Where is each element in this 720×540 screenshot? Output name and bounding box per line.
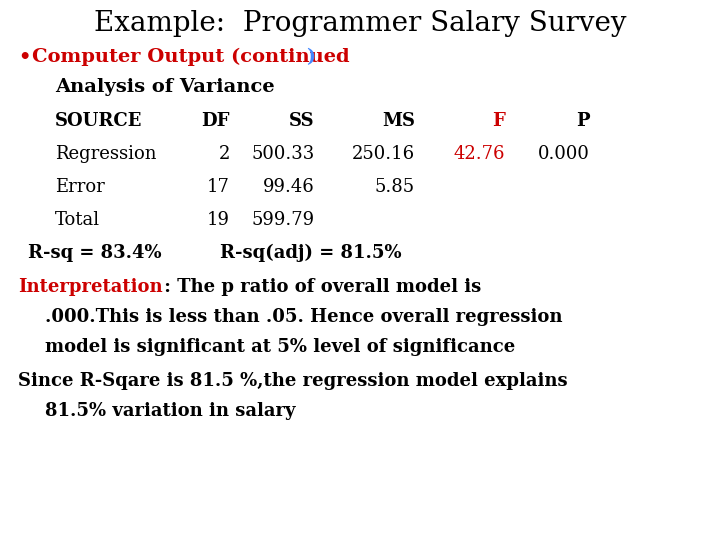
- Text: Error: Error: [55, 178, 104, 196]
- Text: model is significant at 5% level of significance: model is significant at 5% level of sign…: [45, 338, 516, 356]
- Text: R-sq = 83.4%: R-sq = 83.4%: [28, 244, 161, 262]
- Text: SOURCE: SOURCE: [55, 112, 143, 130]
- Text: P: P: [577, 112, 590, 130]
- Text: 42.76: 42.76: [454, 145, 505, 163]
- Text: Analysis of Variance: Analysis of Variance: [55, 78, 274, 96]
- Text: 5.85: 5.85: [375, 178, 415, 196]
- Text: 99.46: 99.46: [264, 178, 315, 196]
- Text: : The p ratio of overall model is: : The p ratio of overall model is: [158, 278, 481, 296]
- Text: .000.This is less than .05. Hence overall regression: .000.This is less than .05. Hence overal…: [45, 308, 562, 326]
- Text: Computer Output (continued: Computer Output (continued: [32, 48, 350, 66]
- Text: 0.000: 0.000: [538, 145, 590, 163]
- Text: Since R-Sqare is 81.5 %,the regression model explains: Since R-Sqare is 81.5 %,the regression m…: [18, 372, 567, 390]
- Text: Interpretation: Interpretation: [18, 278, 163, 296]
- Text: MS: MS: [382, 112, 415, 130]
- Text: F: F: [492, 112, 505, 130]
- Text: ): ): [306, 48, 315, 66]
- Text: DF: DF: [202, 112, 230, 130]
- Text: 599.79: 599.79: [252, 211, 315, 229]
- Text: Regression: Regression: [55, 145, 156, 163]
- Text: 250.16: 250.16: [352, 145, 415, 163]
- Text: 17: 17: [207, 178, 230, 196]
- Text: 19: 19: [207, 211, 230, 229]
- Text: R-sq(adj) = 81.5%: R-sq(adj) = 81.5%: [220, 244, 402, 262]
- Text: 2: 2: [219, 145, 230, 163]
- Text: 81.5% variation in salary: 81.5% variation in salary: [45, 402, 295, 420]
- Text: SS: SS: [289, 112, 315, 130]
- Text: Total: Total: [55, 211, 100, 229]
- Text: Example:  Programmer Salary Survey: Example: Programmer Salary Survey: [94, 10, 626, 37]
- Text: 500.33: 500.33: [252, 145, 315, 163]
- Text: •: •: [18, 48, 30, 66]
